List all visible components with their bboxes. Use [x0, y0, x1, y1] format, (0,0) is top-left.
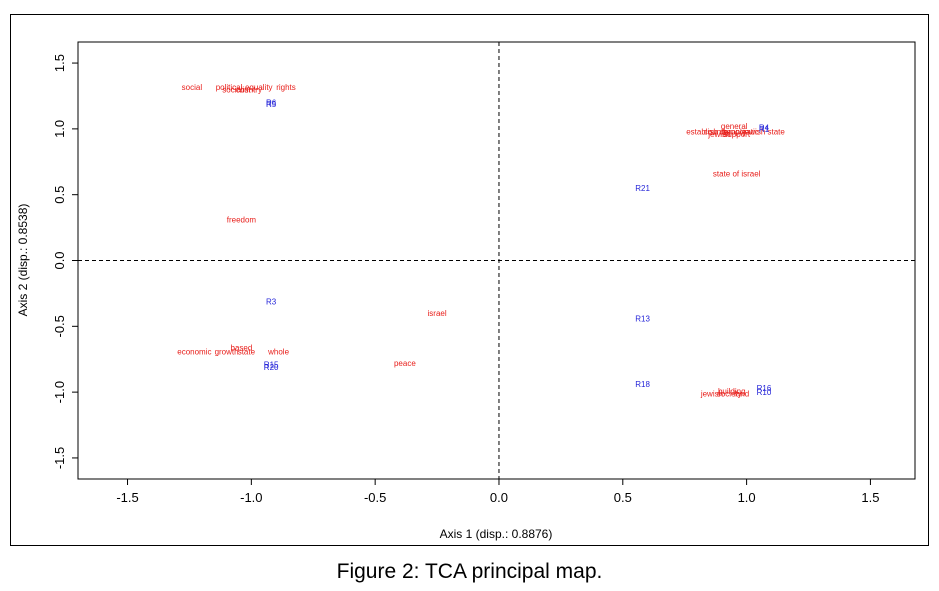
- response-label: R21: [635, 184, 650, 193]
- term-label: freedom: [227, 216, 257, 225]
- y-tick-label: -1.5: [52, 447, 67, 469]
- response-label: R13: [635, 314, 650, 323]
- series-terms: social political equality rightssocialistco…: [177, 83, 785, 399]
- term-label: support: [723, 130, 750, 139]
- term-label: equality: [245, 83, 273, 92]
- plot-area-box: [77, 41, 916, 480]
- term-label: peace: [394, 359, 416, 368]
- figure-caption: Figure 2: TCA principal map.: [336, 560, 603, 583]
- term-label: socialist: [222, 85, 251, 94]
- tca-principal-map: -1.5 -1.0 -0.5 0.0 0.5 1.0 1.5 -1.5 -1.0 -0.5 0.0…: [16, 41, 916, 541]
- response-label: R6: [266, 99, 277, 108]
- term-label: jewish: [700, 389, 723, 398]
- x-tick-label: -0.5: [364, 490, 386, 505]
- term-label: growth: [215, 347, 239, 356]
- term-label: political: [216, 83, 243, 92]
- y-axis: -1.5 -1.0 -0.5 0.0 0.5 1.0 1.5: [52, 54, 78, 469]
- term-label: social: [182, 83, 203, 92]
- term-label: people: [722, 128, 747, 137]
- response-label: R1: [759, 125, 770, 134]
- response-label: R3: [266, 297, 277, 306]
- term-label: jewish state: [742, 128, 785, 137]
- term-label: jewish: [707, 130, 730, 139]
- y-tick-label: 1.5: [52, 54, 67, 72]
- term-label: society: [717, 389, 742, 398]
- x-tick-label: 1.5: [861, 490, 879, 505]
- response-label: R20: [264, 363, 279, 372]
- term-label: economic: [177, 347, 211, 356]
- x-axis: -1.5 -1.0 -0.5 0.0 0.5 1.0 1.5: [116, 479, 879, 505]
- term-label: state of israel: [713, 170, 761, 179]
- term-label: country: [236, 85, 262, 94]
- response-label: R18: [635, 380, 650, 389]
- x-tick-label: 0.5: [614, 490, 632, 505]
- response-label: R15: [264, 360, 279, 369]
- term-label: building: [718, 387, 746, 396]
- point-labels: social political equality rightssocialistco…: [177, 83, 785, 399]
- x-tick-label: 0.0: [490, 490, 508, 505]
- x-tick-label: -1.0: [240, 490, 262, 505]
- term-label: establish: [686, 128, 718, 137]
- term-label: democratic: [720, 128, 759, 137]
- x-axis-label: Axis 1 (disp.: 0.8876): [440, 527, 553, 541]
- y-axis-label: Axis 2 (disp.: 0.8538): [16, 204, 30, 317]
- term-label: israel: [428, 309, 447, 318]
- response-label: R4: [759, 124, 770, 133]
- response-label: R16: [757, 384, 772, 393]
- response-label: R10: [757, 388, 772, 397]
- x-tick-label: -1.5: [116, 490, 138, 505]
- y-tick-label: 0.0: [52, 251, 67, 269]
- y-tick-label: -1.0: [52, 381, 67, 403]
- response-label: R5: [266, 100, 277, 109]
- y-tick-label: 0.5: [52, 186, 67, 204]
- term-label: based: [231, 343, 253, 352]
- y-tick-label: -0.5: [52, 315, 67, 337]
- term-label: land: [734, 389, 749, 398]
- term-label: state: [238, 347, 256, 356]
- term-label: general: [721, 122, 748, 131]
- x-tick-label: 1.0: [738, 490, 756, 505]
- term-label: whole: [267, 347, 289, 356]
- term-label: country: [704, 128, 730, 137]
- term-label: rights: [276, 83, 296, 92]
- y-tick-label: 1.0: [52, 120, 67, 138]
- figure-frame: -1.5 -1.0 -0.5 0.0 0.5 1.0 1.5 -1.5 -1.0 -0.5 0.0…: [10, 14, 929, 546]
